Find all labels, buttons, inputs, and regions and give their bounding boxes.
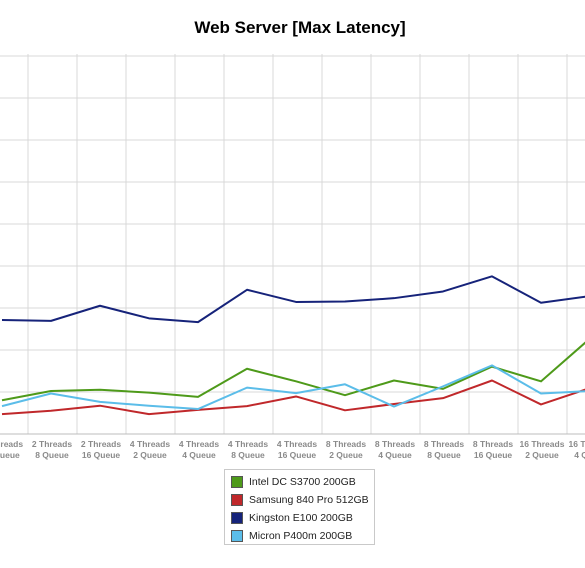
series-line xyxy=(1,341,585,402)
legend-label: Micron P400m 200GB xyxy=(249,530,353,542)
legend-label: Kingston E100 200GB xyxy=(249,512,353,524)
x-tick-label: 8 Threads 8 Queue xyxy=(424,439,464,460)
x-tick-label: 2 Threads 8 Queue xyxy=(32,439,72,460)
grid-lines xyxy=(0,54,585,435)
series-lines xyxy=(1,275,585,416)
x-tick-label: 4 Threads 8 Queue xyxy=(228,439,268,460)
x-tick-label: 4 Threads 16 Queue xyxy=(277,439,317,460)
legend-label: Intel DC S3700 200GB xyxy=(249,476,356,488)
x-tick-label: 4 Threads 4 Queue xyxy=(179,439,219,460)
legend-swatch xyxy=(231,476,243,488)
legend-item: Micron P400m 200GB xyxy=(231,527,374,545)
x-tick-label: 2 Threads 16 Queue xyxy=(81,439,121,460)
x-tick-label: 8 Threads 16 Queue xyxy=(473,439,513,460)
legend-item: Intel DC S3700 200GB xyxy=(231,473,374,491)
series-line xyxy=(1,364,585,411)
legend: Intel DC S3700 200GB Samsung 840 Pro 512G… xyxy=(224,469,375,545)
series-line xyxy=(1,275,585,324)
x-tick-label: 8 Threads 2 Queue xyxy=(326,439,366,460)
legend-swatch xyxy=(231,494,243,506)
legend-item: Kingston E100 200GB xyxy=(231,509,374,527)
x-tick-label: 8 Threads 4 Queue xyxy=(375,439,415,460)
series-line xyxy=(1,379,585,416)
x-tick-label: 16 Threads 2 Queue xyxy=(520,439,565,460)
legend-swatch xyxy=(231,530,243,542)
legend-swatch xyxy=(231,512,243,524)
chart-title: Web Server [Max Latency] xyxy=(194,18,406,37)
x-tick-label: 4 Threads 2 Queue xyxy=(130,439,170,460)
legend-item: Samsung 840 Pro 512GB xyxy=(231,491,374,509)
legend-label: Samsung 840 Pro 512GB xyxy=(249,494,369,506)
